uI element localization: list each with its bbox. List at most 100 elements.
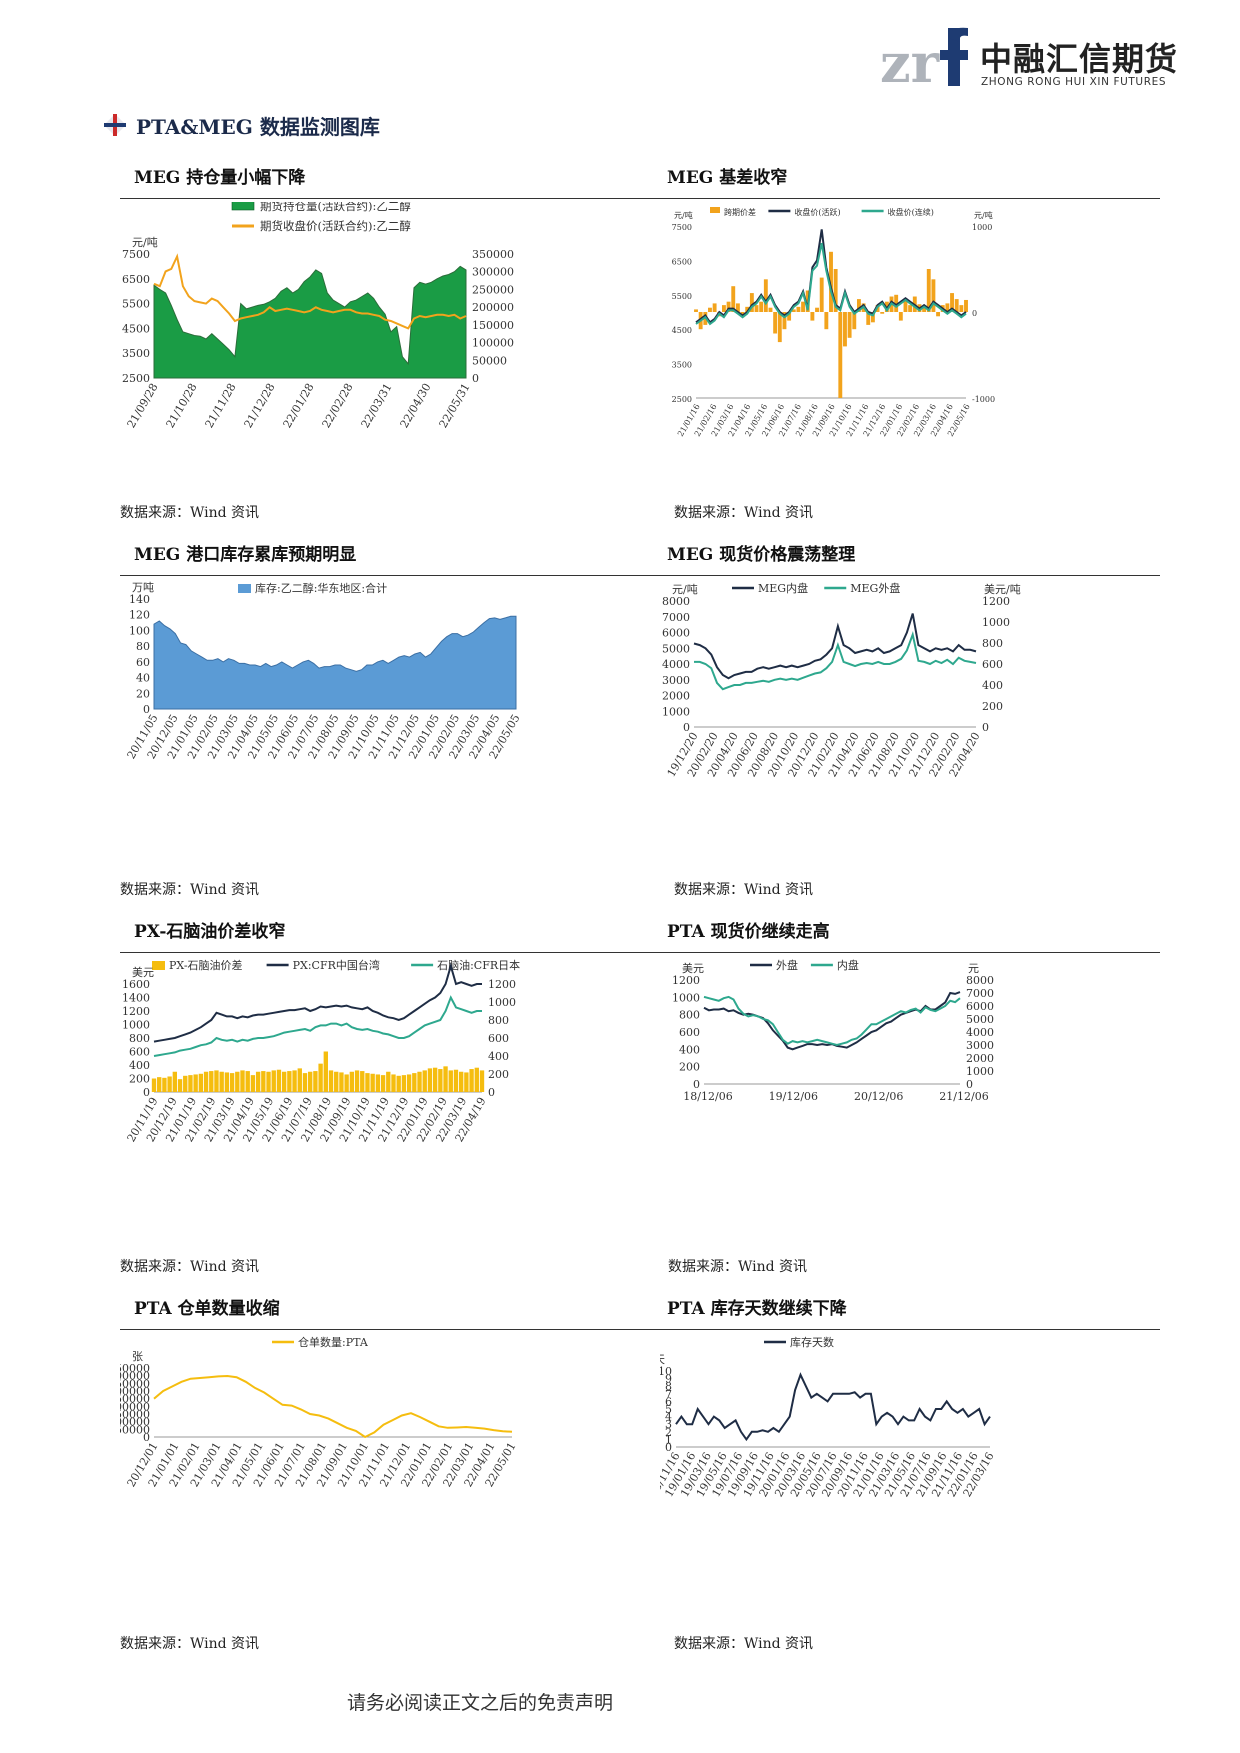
data-bar: [694, 309, 698, 312]
y-tick-label-left: 7500: [122, 248, 150, 261]
x-tick-label: 19/12/06: [769, 1090, 818, 1103]
footer-disclaimer: 请务必阅读正文之后的免责声明: [346, 1692, 613, 1714]
data-bar: [903, 299, 908, 312]
data-bar: [950, 293, 954, 312]
data-bar: [151, 1078, 157, 1092]
y-tick-label-left: 60: [136, 656, 150, 669]
y-tick-label-right: 1200: [982, 595, 1010, 608]
data-line: [153, 253, 467, 330]
company-logo: zr 中融汇信期货 ZHONG RONG HUI XIN FUTURES: [880, 24, 1177, 92]
x-tick-label: 22/05/31: [437, 381, 473, 430]
y-tick-label-left: 4: [665, 1411, 672, 1424]
x-tick-label: 20/12/06: [854, 1090, 903, 1103]
data-bar: [229, 1073, 235, 1092]
y-tick-label-left: 1000: [672, 991, 700, 1004]
data-bar: [167, 1076, 172, 1092]
data-bar: [313, 1071, 318, 1092]
panel-title-1: MEG 持仓量小幅下降: [134, 168, 306, 188]
data-bar: [726, 301, 731, 312]
x-tick-label: 22/03/31: [359, 381, 395, 430]
legend-swatch: [710, 207, 720, 213]
y-tick-label-right: 7000: [966, 987, 994, 1000]
data-bar: [391, 1074, 396, 1092]
y-tick-label-right: 600: [488, 1032, 509, 1045]
y-tick-label-left: 2000: [662, 690, 690, 703]
divider-row-2: [120, 575, 1160, 576]
data-line: [703, 991, 961, 1051]
legend-label: 库存天数: [790, 1335, 834, 1349]
y-tick-label-left: 1000: [122, 1019, 150, 1032]
data-bar: [412, 1073, 417, 1092]
data-bar: [852, 312, 857, 330]
y-tick-label-left: 3000: [662, 674, 690, 687]
y-tick-label-left: 2500: [122, 372, 150, 385]
y-axis-unit-right: 元/吨: [974, 210, 993, 220]
data-bar: [328, 1070, 334, 1092]
x-tick-label: 21/11/28: [203, 381, 239, 430]
y-tick-label-right: 300000: [472, 266, 514, 279]
source-note: 数据来源：Wind 资讯: [120, 882, 260, 898]
y-tick-label-left: 200: [129, 1073, 150, 1086]
data-bar: [745, 306, 750, 312]
y-tick-label-right: 400: [488, 1050, 509, 1063]
data-bar: [474, 1067, 479, 1092]
y-tick-label-right: 800: [982, 637, 1003, 650]
y-tick-label-right: 0: [966, 1078, 973, 1091]
panel-title-3: MEG 港口库存累库预期明显: [134, 545, 357, 565]
divider-row-1: [120, 198, 1160, 199]
data-bar: [908, 305, 913, 312]
y-tick-label-left: 350000: [120, 1377, 150, 1390]
source-note: 数据来源：Wind 资讯: [674, 882, 814, 898]
zrf-logo-mark: zr: [880, 27, 968, 92]
data-bar: [370, 1073, 375, 1092]
y-tick-label-left: 120: [129, 609, 150, 622]
data-bar: [354, 1070, 360, 1092]
data-bar: [759, 301, 764, 312]
data-bar: [292, 1070, 297, 1092]
data-bar: [302, 1073, 308, 1092]
data-bar: [401, 1075, 407, 1092]
y-tick-label-left: 200: [679, 1061, 700, 1074]
y-tick-label-left: 800: [129, 1032, 150, 1045]
y-tick-label-left: 400: [129, 1059, 150, 1072]
data-line: [153, 962, 482, 1043]
divider-row-4: [120, 1329, 1160, 1330]
data-bar: [250, 1075, 256, 1092]
y-tick-label-left: 100000: [120, 1416, 150, 1429]
x-tick-label: 21/12/28: [242, 381, 278, 430]
legend-label: 石脑油:CFR日本: [437, 958, 520, 972]
chart-pta-warrants: 仓单数量:PTA 张4500004000003500003000002500002…: [120, 1335, 519, 1489]
y-tick-label-left: 40: [136, 672, 150, 685]
data-line: [703, 995, 961, 1047]
y-tick-label-right: 1000: [488, 996, 516, 1009]
data-bar: [866, 312, 871, 325]
y-tick-label-left: 3500: [672, 361, 692, 370]
panel-title-6: PTA 现货价继续走高: [667, 922, 830, 942]
data-bar: [712, 303, 717, 312]
y-tick-label-right: 150000: [472, 319, 514, 332]
y-tick-label-left: 7000: [662, 611, 690, 624]
y-axis-unit-left: 张: [132, 1350, 143, 1363]
y-tick-label-left: 5000: [662, 642, 690, 655]
data-bar: [177, 1079, 183, 1092]
data-bar: [833, 269, 838, 312]
y-tick-label-right: 1000: [966, 1065, 994, 1078]
data-bar: [281, 1071, 287, 1092]
y-tick-label-left: 0: [143, 703, 150, 716]
data-bar: [209, 1071, 214, 1092]
chart-meg-port-inventory: 库存:乙二醇:华东地区:合计万吨14012010080604020020/11/…: [125, 581, 523, 761]
y-tick-label-right: 4000: [966, 1026, 994, 1039]
y-tick-label-left: 100: [129, 624, 150, 637]
data-line: [694, 631, 977, 691]
data-line: [695, 242, 967, 326]
data-bar: [880, 312, 885, 314]
data-bar: [386, 1071, 391, 1092]
data-area: [153, 265, 467, 379]
y-tick-label-left: 150000: [120, 1408, 150, 1421]
y-axis-unit-left: 美元: [132, 966, 154, 979]
y-tick-label-left: 600: [129, 1046, 150, 1059]
source-note: 数据来源：Wind 资讯: [120, 1636, 260, 1652]
legend-label: PX-石脑油价差: [169, 958, 243, 972]
legend-label: 收盘价(活跃): [794, 207, 840, 217]
